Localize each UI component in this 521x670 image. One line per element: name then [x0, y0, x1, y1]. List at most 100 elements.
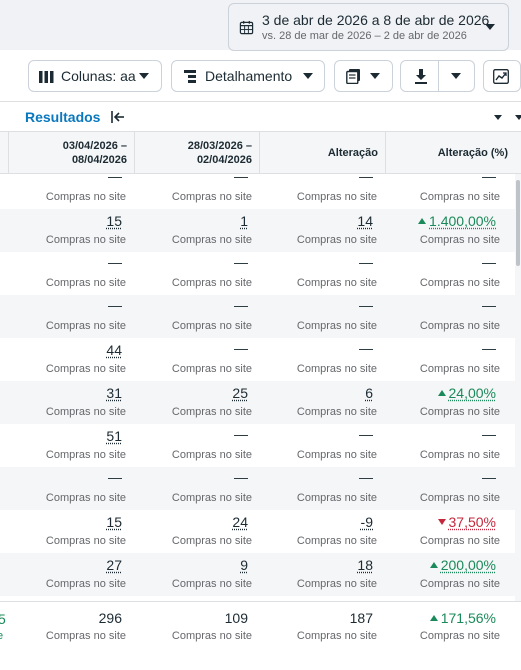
table-cell: 24 Compras no site: [130, 510, 252, 553]
table-cell: — Compras no site: [130, 338, 252, 381]
column-header-change[interactable]: Alteração: [259, 132, 385, 174]
metric-label: Compras no site: [296, 320, 377, 332]
cell-value: —: [359, 254, 373, 270]
breakdown-button[interactable]: Detalhamento: [171, 60, 325, 92]
chart-button[interactable]: [483, 60, 521, 92]
metric-label: Compras no site: [419, 535, 500, 547]
collapse-icon[interactable]: [111, 111, 125, 123]
header-line: 08/04/2026: [71, 154, 127, 166]
column-header-change-pct[interactable]: Alteração (%): [385, 132, 515, 174]
cell-value[interactable]: 37,50%: [437, 514, 496, 530]
metric-label: Compras no site: [45, 578, 126, 590]
cell-value: 109: [224, 610, 248, 626]
cell-value[interactable]: 15: [106, 213, 122, 229]
results-tab[interactable]: Resultados: [25, 109, 101, 125]
cell-value: —: [108, 297, 122, 313]
cell-value[interactable]: 14: [357, 213, 373, 229]
cell-value[interactable]: 6: [365, 385, 373, 401]
chevron-down-icon: [370, 73, 380, 79]
metric-label: Compras no site: [419, 406, 500, 418]
table-cell: — Compras no site: [255, 295, 377, 338]
metric-label: Compras no site: [296, 406, 377, 418]
chevron-down-icon: [303, 73, 313, 79]
cell-value: —: [234, 254, 248, 270]
metric-label: Compras no site: [419, 630, 500, 642]
cell-value[interactable]: 15: [106, 514, 122, 530]
table-cell: — Compras no site: [378, 295, 500, 338]
reports-button[interactable]: [334, 60, 393, 92]
table-cell: 15 Compras no site: [4, 510, 126, 553]
export-button[interactable]: [400, 60, 475, 92]
chevron-down-icon: [485, 24, 495, 30]
column-header-previous[interactable]: 28/03/2026 – 02/04/2026: [134, 132, 259, 174]
header-line: 02/04/2026: [196, 154, 252, 166]
cell-value[interactable]: 1: [240, 213, 248, 229]
metric-label: Compras no site: [296, 277, 377, 289]
table-row: 27 Compras no site 9 Compras no site 18 Compr…: [0, 553, 515, 596]
table-row: 31 Compras no site 25 Compras no site 6 Compr…: [0, 381, 515, 424]
trend-up-icon: [418, 218, 427, 224]
reports-icon: [346, 69, 360, 84]
cell-value[interactable]: 25: [232, 385, 248, 401]
table-row: 15 Compras no site 1 Compras no site 14 Compr…: [0, 209, 515, 252]
table-cell: 109 Compras no site: [130, 602, 252, 645]
cell-value: —: [359, 297, 373, 313]
column-header-current[interactable]: 03/04/2026 – 08/04/2026: [8, 132, 134, 174]
split-divider: [438, 61, 439, 91]
cell-value[interactable]: 24: [232, 514, 248, 530]
table-row: — Compras no site — Compras no site — Compras…: [0, 166, 515, 209]
scrollbar-thumb[interactable]: [516, 180, 520, 266]
table-cell: 9 Compras no site: [130, 553, 252, 596]
chevron-down-icon[interactable]: [494, 115, 502, 120]
cell-value[interactable]: 27: [106, 557, 122, 573]
metric-label: Compras no site: [419, 191, 500, 203]
cell-value[interactable]: -9: [360, 514, 373, 530]
table-cell: 296 Compras no site: [4, 602, 126, 645]
cell-value[interactable]: 24,00%: [437, 385, 496, 401]
metric-label: Compras no site: [296, 363, 377, 375]
metric-label: Compras no site: [171, 320, 252, 332]
cell-value[interactable]: 44: [106, 342, 122, 358]
metric-label: Compras no site: [45, 191, 126, 203]
vertical-scrollbar[interactable]: [515, 174, 521, 602]
cell-value[interactable]: 200,00%: [429, 557, 496, 573]
trend-up-icon: [429, 562, 438, 568]
table-cell: — Compras no site: [378, 338, 500, 381]
trend-up-icon: [437, 390, 446, 396]
metric-label: Compras no site: [296, 191, 377, 203]
cell-value[interactable]: 18: [357, 557, 373, 573]
date-range-picker[interactable]: 3 de abr de 2026 a 8 de abr de 2026 vs. …: [228, 3, 509, 51]
download-icon: [415, 69, 427, 84]
cell-value[interactable]: 31: [106, 385, 122, 401]
chevron-down-icon[interactable]: [451, 73, 461, 79]
table-cell: — Compras no site: [4, 252, 126, 295]
cell-value[interactable]: 1.400,00%: [418, 213, 496, 229]
metric-label: Compras no site: [296, 535, 377, 547]
table-cell: 44 Compras no site: [4, 338, 126, 381]
cell-value[interactable]: 51: [106, 428, 122, 444]
metric-label: Compras no site: [419, 234, 500, 246]
table-cell: -9 Compras no site: [255, 510, 377, 553]
metric-label: Compras no site: [419, 320, 500, 332]
table-cell: 24,00% Compras no site: [378, 381, 500, 424]
metric-label: Compras no site: [296, 578, 377, 590]
metric-label: Compras no site: [296, 234, 377, 246]
cell-value: —: [482, 426, 496, 442]
cell-value[interactable]: 9: [240, 557, 248, 573]
cell-value: —: [108, 254, 122, 270]
metric-label: Compras no site: [419, 449, 500, 461]
metric-label: Compras no site: [45, 630, 126, 642]
table-cell: 187 Compras no site: [255, 602, 377, 645]
cell-value: —: [234, 426, 248, 442]
table-cell: — Compras no site: [255, 166, 377, 209]
metric-label: Compras no site: [296, 449, 377, 461]
cell-value-text: 200,00%: [440, 557, 496, 573]
columns-label: Colunas: aa: [61, 68, 136, 84]
chevron-down-icon[interactable]: [515, 115, 521, 120]
cell-value: —: [359, 426, 373, 442]
metric-label: Compras no site: [296, 492, 377, 504]
columns-button[interactable]: Colunas: aa: [28, 60, 162, 92]
table-row: — Compras no site — Compras no site — Compras…: [0, 295, 515, 338]
metric-label: Compras no site: [45, 449, 126, 461]
table-cell: — Compras no site: [378, 252, 500, 295]
